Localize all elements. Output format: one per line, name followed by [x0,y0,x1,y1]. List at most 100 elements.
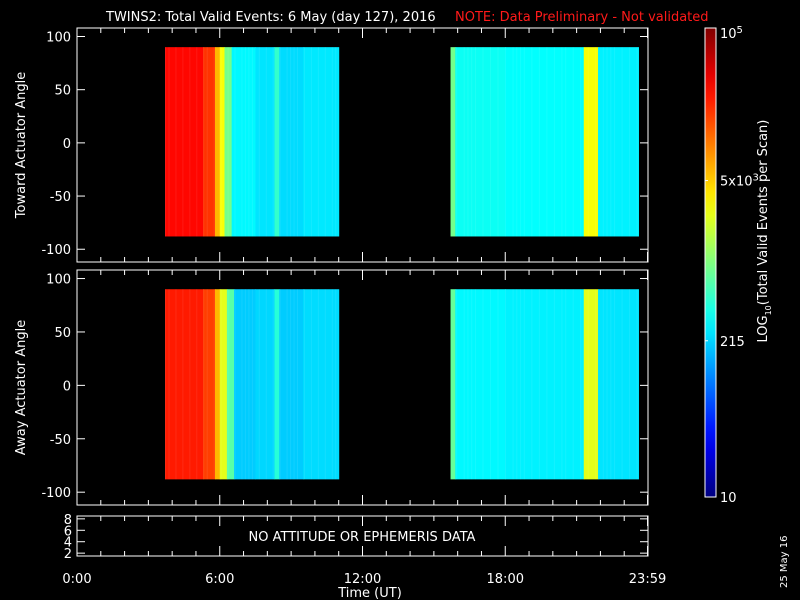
data-band [450,47,456,237]
data-streak [213,47,215,237]
data-streak [189,289,191,480]
data-streak [565,47,567,237]
data-streak [516,47,518,237]
data-streak [505,289,507,480]
data-streak [227,47,229,237]
y-tick-label: 50 [54,326,71,341]
data-band [255,289,275,480]
data-streak [293,289,295,480]
data-band [219,289,228,480]
data-band [219,47,226,237]
data-streak [241,47,243,237]
data-band [214,289,221,480]
data-streak [203,289,205,480]
data-band [165,289,204,480]
data-streak [189,47,191,237]
data-band [165,47,204,237]
data-streak [182,47,184,237]
data-streak [248,289,250,480]
data-streak [220,47,222,237]
data-streak [471,47,473,237]
data-band [505,47,585,237]
data-streak [516,289,518,480]
data-band [274,47,280,237]
x-tick-label: 23:59 [629,572,666,587]
panel-1: 100 50 0 -50 -100 Toward Actuator Angle [14,27,649,263]
data-streak [286,289,288,480]
data-streak [310,289,312,480]
data-streak [505,47,507,237]
data-streak [279,289,281,480]
data-streak [636,289,638,480]
panel-2: 100 50 0 -50 -100 Away Actuator Angle [14,269,649,506]
y-tick-label: 0 [63,379,71,394]
data-streak [331,289,333,480]
data-streak [614,47,616,237]
data-streak [621,289,623,480]
y-tick-label: 2 [64,547,72,562]
data-streak [520,47,522,237]
data-streak [168,47,170,237]
data-streak [317,289,319,480]
data-streak [629,47,631,237]
data-streak [175,289,177,480]
data-streak [561,47,563,237]
data-streak [553,47,555,237]
data-band [598,47,639,237]
data-streak [317,47,319,237]
data-streak [482,47,484,237]
x-tick-label: 0:00 [62,572,91,587]
data-streak [175,47,177,237]
data-band [303,289,340,480]
data-streak [456,47,458,237]
data-streak [258,47,260,237]
data-streak [489,47,491,237]
data-band [234,289,256,480]
data-band [226,289,235,480]
data-streak [196,289,198,480]
data-streak [572,289,574,480]
data-band [583,289,599,480]
data-streak [546,47,548,237]
y-tick-label: -100 [41,243,71,258]
data-streak [248,47,250,237]
data-band [203,47,216,237]
x-tick-label: 12:00 [344,572,381,587]
data-streak [467,47,469,237]
data-streak [290,289,292,480]
data-band [583,47,599,237]
data-streak [196,47,198,237]
data-streak [523,47,525,237]
data-streak [538,47,540,237]
data-streak [213,289,215,480]
y-tick-label: -50 [50,433,71,448]
colorbar-tick-label: 105 [720,25,743,42]
data-streak [265,289,267,480]
data-streak [258,289,260,480]
colorbar-tick-exponent: 3 [753,173,759,184]
y-tick-label: 100 [46,273,71,288]
x-tick-label: 6:00 [205,572,234,587]
data-streak [610,47,612,237]
data-streak [463,289,465,480]
data-streak [241,289,243,480]
data-streak [497,289,499,480]
data-streak [523,289,525,480]
data-streak [606,289,608,480]
data-streak [621,47,623,237]
colorbar-tick-label: 10 [720,491,737,506]
x-tick-label: 18:00 [487,572,524,587]
data-streak [234,47,236,237]
y-tick-label: 6 [64,524,72,539]
data-streak [467,289,469,480]
data-streak [206,289,208,480]
y-tick-label: -100 [41,486,71,501]
data-band [455,289,506,480]
data-streak [265,47,267,237]
y-tick-label: 8 [64,513,72,528]
data-streak [165,289,167,480]
y-axis-label: Away Actuator Angle [14,320,29,455]
data-streak [297,289,299,480]
data-streak [251,289,253,480]
